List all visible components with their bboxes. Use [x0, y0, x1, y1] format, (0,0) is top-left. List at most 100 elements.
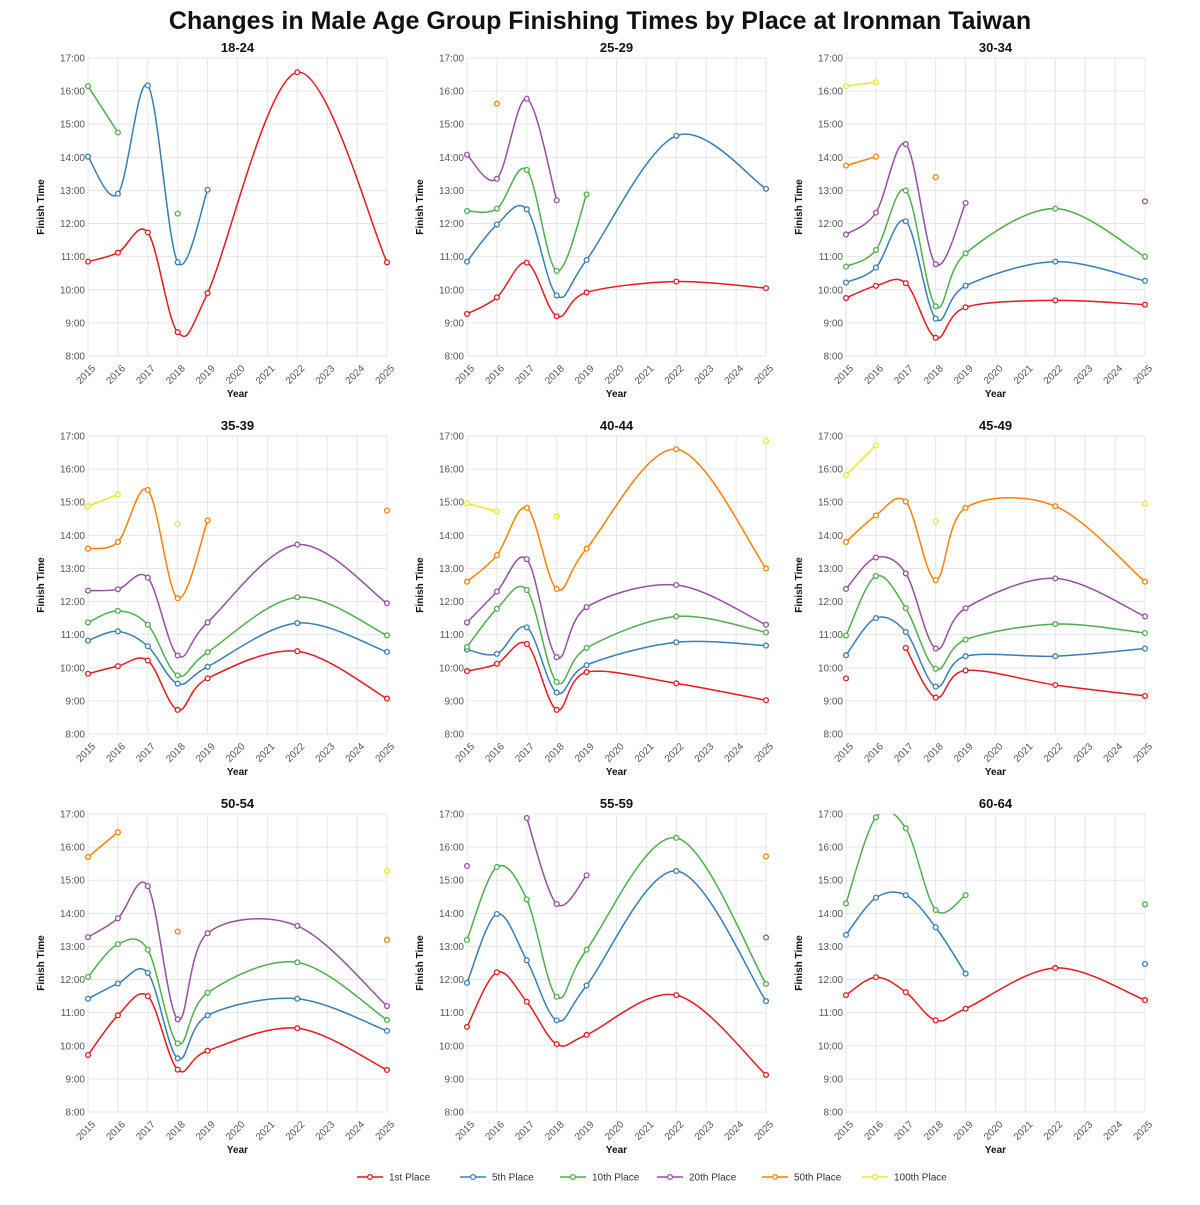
x-axis-label: Year	[985, 767, 1006, 778]
data-point	[174, 652, 181, 659]
y-tick-label: 10:00	[439, 285, 464, 296]
data-point	[294, 922, 301, 929]
y-axis-label: Finish Time	[794, 557, 805, 613]
data-point	[84, 995, 92, 1002]
data-point	[523, 640, 530, 647]
y-tick-label: 9:00	[824, 696, 844, 707]
x-tick-label: 2020	[982, 363, 1006, 387]
y-tick-label: 11:00	[61, 630, 86, 641]
y-axis-label: Finish Time	[794, 179, 805, 235]
data-point	[204, 1047, 211, 1054]
x-axis-label: Year	[227, 767, 248, 778]
series-line	[87, 493, 119, 507]
data-point	[553, 313, 560, 320]
y-tick-label: 11:00	[440, 1008, 465, 1019]
data-point	[84, 853, 92, 861]
y-tick-label: 15:00	[818, 876, 843, 887]
x-tick-label: 2019	[952, 741, 976, 765]
series-10th-place	[842, 187, 1149, 310]
y-tick-label: 12:00	[439, 219, 464, 230]
data-point	[1141, 500, 1149, 507]
x-tick-label: 2016	[483, 741, 507, 765]
x-tick-label: 2017	[892, 741, 916, 765]
data-point	[932, 924, 939, 931]
x-tick-label: 2018	[922, 363, 946, 387]
data-point	[872, 282, 879, 289]
data-point	[902, 989, 909, 996]
legend-label: 50th Place	[794, 1173, 842, 1184]
y-axis-label: Finish Time	[415, 179, 426, 235]
legend-item: 100th Place	[862, 1173, 947, 1184]
legend-item: 20th Place	[657, 1173, 737, 1184]
series-line	[466, 448, 767, 591]
data-point	[204, 989, 211, 996]
x-axis-label: Year	[985, 389, 1006, 400]
data-point	[1052, 503, 1059, 510]
x-tick-label: 2019	[573, 741, 597, 765]
y-tick-label: 13:00	[818, 942, 843, 953]
series-100th-place	[842, 79, 879, 90]
data-point	[493, 508, 500, 515]
y-tick-label: 15:00	[60, 120, 85, 131]
subplot-title: 50-54	[221, 796, 255, 811]
y-tick-label: 13:00	[439, 564, 464, 575]
x-tick-label: 2021	[254, 741, 278, 765]
y-tick-label: 11:00	[61, 252, 86, 263]
data-point	[762, 980, 770, 987]
data-point	[872, 153, 879, 160]
y-tick-label: 8:00	[445, 730, 465, 741]
subplot-title: 45-49	[979, 418, 1012, 433]
y-tick-label: 14:00	[439, 531, 464, 542]
data-point	[174, 672, 181, 679]
y-tick-label: 17:00	[818, 54, 843, 65]
data-point	[383, 1016, 391, 1024]
data-point	[962, 304, 969, 311]
x-tick-label: 2025	[374, 741, 398, 765]
data-point	[174, 706, 181, 713]
data-point	[523, 896, 530, 903]
data-point	[383, 867, 391, 875]
x-tick-label: 2023	[314, 741, 338, 765]
data-point	[84, 934, 92, 941]
series-line	[87, 488, 209, 600]
data-point	[463, 936, 471, 943]
data-point	[673, 613, 680, 620]
x-tick-label: 2024	[344, 1119, 368, 1143]
x-tick-label: 2016	[104, 741, 128, 765]
x-tick-label: 2017	[892, 363, 916, 387]
data-point	[1052, 653, 1059, 660]
data-point	[842, 632, 850, 639]
y-tick-label: 16:00	[60, 843, 85, 854]
series-line	[466, 167, 588, 272]
data-point	[523, 95, 530, 102]
x-tick-label: 2016	[104, 363, 128, 387]
y-tick-label: 10:00	[439, 663, 464, 674]
y-tick-label: 14:00	[439, 153, 464, 164]
series-1st-place	[463, 640, 770, 713]
y-tick-label: 11:00	[819, 252, 844, 263]
subplot-35-39: 2015 2016 2017 2018 2019 2020 2021 2022 2023 2024…	[36, 418, 397, 778]
data-point	[762, 285, 770, 292]
series-line	[87, 831, 119, 858]
series-20th-place	[463, 95, 560, 204]
data-point	[294, 959, 301, 966]
x-axis-label: Year	[606, 389, 627, 400]
data-point	[553, 585, 560, 593]
y-tick-label: 11:00	[440, 252, 465, 263]
data-point	[762, 934, 770, 941]
x-tick-label: 2020	[603, 363, 627, 387]
x-tick-label: 2021	[254, 1119, 278, 1143]
series-line	[87, 85, 119, 133]
y-tick-label: 9:00	[445, 1074, 465, 1085]
y-tick-label: 13:00	[60, 564, 85, 575]
data-point	[174, 928, 181, 935]
y-tick-label: 17:00	[439, 810, 464, 821]
y-tick-label: 9:00	[66, 318, 86, 329]
data-point	[463, 578, 471, 585]
data-point	[174, 1040, 181, 1047]
data-point	[902, 498, 909, 505]
y-tick-label: 14:00	[818, 153, 843, 164]
subplot-40-44: 2015 2016 2017 2018 2019 2020 2021 2022 2023 2024…	[415, 418, 776, 778]
data-point	[84, 545, 92, 552]
data-point	[174, 595, 181, 602]
